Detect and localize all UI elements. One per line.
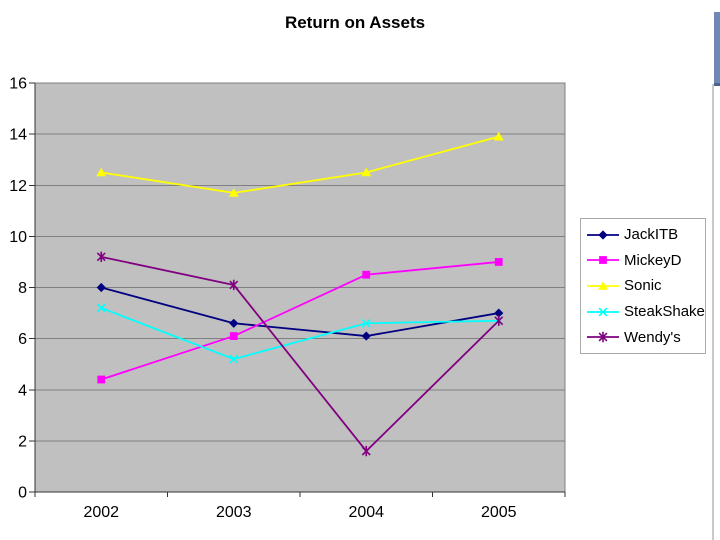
y-tick-label: 2 bbox=[18, 433, 27, 450]
marker-square bbox=[494, 258, 503, 266]
legend-key-sample bbox=[587, 281, 619, 290]
marker-diamond bbox=[494, 308, 504, 318]
x-tick-label: 2004 bbox=[348, 504, 384, 521]
legend-key-sample bbox=[587, 230, 619, 240]
marker-star bbox=[361, 445, 371, 457]
marker-square bbox=[599, 256, 607, 265]
y-tick-label: 16 bbox=[9, 76, 27, 93]
y-tick-label: 6 bbox=[18, 331, 27, 348]
marker-star bbox=[229, 279, 239, 291]
x-tick-label: 2005 bbox=[481, 504, 517, 521]
marker-triangle bbox=[598, 281, 608, 290]
y-tick-label: 8 bbox=[18, 280, 27, 297]
marker-triangle bbox=[493, 131, 504, 141]
legend-item-steakshake: SteakShake bbox=[586, 304, 705, 319]
marker-x bbox=[598, 307, 608, 317]
legend-item-mickeyd: MickeyD bbox=[586, 253, 705, 268]
legend-key-sample bbox=[587, 331, 619, 343]
legend-item-wendy-s: Wendy's bbox=[586, 330, 705, 345]
series-line-jackitb bbox=[101, 286, 499, 337]
marker-diamond bbox=[598, 230, 608, 240]
legend-label: MickeyD bbox=[624, 251, 682, 269]
legend-label: Wendy's bbox=[624, 328, 681, 346]
series-line-wendy-s bbox=[101, 255, 500, 453]
legend-key-sample bbox=[587, 256, 619, 265]
marker-triangle bbox=[96, 167, 107, 177]
legend-label: JackITB bbox=[624, 226, 679, 244]
marker-x bbox=[96, 303, 106, 313]
marker-square bbox=[97, 375, 106, 384]
series-line-sonic bbox=[101, 135, 499, 194]
y-tick-label: 12 bbox=[9, 178, 27, 195]
series-line-steakshake bbox=[100, 307, 499, 360]
marker-star bbox=[494, 315, 504, 326]
legend-key-sample bbox=[587, 307, 619, 317]
marker-star bbox=[598, 331, 608, 343]
y-tick-label: 14 bbox=[9, 127, 27, 144]
y-tick-label: 10 bbox=[9, 229, 27, 246]
marker-triangle bbox=[361, 167, 372, 177]
y-tick-label: 4 bbox=[18, 382, 27, 399]
legend-label: Sonic bbox=[624, 277, 662, 295]
y-tick-label: 0 bbox=[18, 485, 27, 502]
legend-label: SteakShake bbox=[624, 303, 705, 321]
legend-item-jackitb: JackITB bbox=[586, 227, 705, 242]
marker-x bbox=[361, 318, 371, 328]
marker-triangle bbox=[228, 188, 239, 197]
marker-star bbox=[96, 251, 106, 263]
x-tick-label: 2003 bbox=[216, 504, 252, 521]
chart-title: Return on Assets bbox=[284, 13, 426, 32]
marker-x bbox=[229, 354, 239, 364]
marker-square bbox=[362, 270, 371, 279]
legend-item-sonic: Sonic bbox=[586, 278, 705, 293]
marker-diamond bbox=[361, 331, 371, 341]
scrollbar-thumb[interactable] bbox=[714, 12, 720, 86]
marker-square bbox=[229, 332, 238, 340]
marker-diamond bbox=[96, 282, 106, 293]
marker-diamond bbox=[229, 318, 239, 328]
chart-legend: JackITB MickeyD Sonic SteakShake Wendy's bbox=[580, 218, 706, 354]
x-tick-label: 2002 bbox=[83, 504, 119, 521]
series-line-mickeyd bbox=[100, 261, 499, 381]
slide-edge-divider bbox=[712, 84, 714, 540]
